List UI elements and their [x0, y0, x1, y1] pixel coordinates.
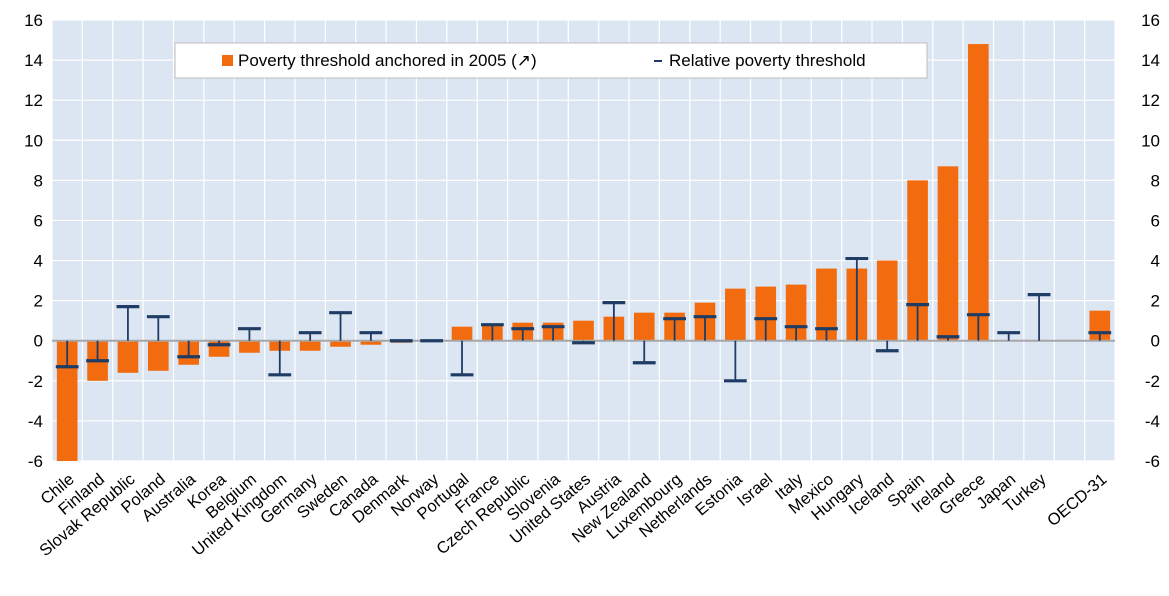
bar [876, 260, 898, 341]
y-tick-label: 6 [34, 211, 43, 230]
legend-label-relative: Relative poverty threshold [669, 51, 866, 70]
relative-threshold-marker [268, 340, 292, 377]
y-tick-label-right: 14 [1141, 51, 1160, 70]
category-label: OECD-31 [1044, 470, 1110, 530]
bar [968, 44, 989, 341]
y-axis-left: -6 -4 -2 0 2 4 6 8 10 12 14 16 [24, 11, 43, 471]
relative-threshold-marker [541, 325, 565, 341]
relative-threshold-marker [663, 317, 687, 341]
relative-threshold-marker [511, 327, 535, 341]
y-tick-label: 12 [24, 91, 43, 110]
relative-threshold-marker [55, 340, 79, 369]
y-tick-label-right: -4 [1145, 412, 1160, 431]
bar [725, 288, 746, 341]
y-tick-label: 2 [34, 292, 43, 311]
y-tick-label-right: -2 [1145, 372, 1160, 391]
legend-swatch-bar [222, 55, 233, 66]
bar [147, 340, 169, 371]
y-tick-label: 0 [34, 332, 43, 351]
relative-threshold-marker [966, 313, 990, 341]
relative-threshold-marker [298, 331, 322, 341]
bar [633, 312, 655, 341]
bar [360, 340, 382, 345]
bar [816, 268, 837, 341]
bar [299, 340, 321, 351]
relative-threshold-marker [815, 327, 838, 341]
y-tick-label-right: 16 [1141, 11, 1160, 30]
bar [755, 286, 777, 341]
bar [239, 340, 260, 353]
bar [573, 320, 594, 341]
relative-threshold-marker [1088, 331, 1112, 341]
relative-threshold-marker [784, 325, 808, 341]
bar [117, 340, 139, 373]
bar [451, 326, 473, 341]
bar [937, 166, 959, 341]
y-tick-label-right: -6 [1145, 452, 1160, 471]
relative-threshold-marker [875, 340, 899, 353]
relative-threshold-marker [329, 311, 352, 341]
y-axis-right: -6 -4 -2 0 2 4 6 8 10 12 14 16 [1141, 11, 1160, 471]
y-tick-label: 14 [24, 51, 43, 70]
y-tick-label: 4 [34, 252, 43, 271]
relative-threshold-marker [632, 340, 656, 365]
y-tick-label-right: 0 [1151, 332, 1160, 351]
y-tick-label: 10 [24, 131, 43, 150]
relative-threshold-marker [693, 315, 717, 341]
relative-threshold-marker [359, 331, 383, 341]
y-tick-label-right: 10 [1141, 131, 1160, 150]
y-tick-label-right: 6 [1151, 211, 1160, 230]
relative-threshold-marker [572, 340, 595, 345]
y-tick-label: 8 [34, 171, 43, 190]
bar [56, 340, 78, 461]
y-tick-label: -6 [28, 452, 43, 471]
legend: Poverty threshold anchored in 2005 (↗) R… [174, 42, 928, 79]
relative-threshold-marker [116, 305, 140, 341]
y-tick-label: 16 [24, 11, 43, 30]
y-tick-label-right: 4 [1151, 252, 1160, 271]
relative-threshold-marker [207, 340, 231, 347]
relative-threshold-marker [450, 340, 474, 377]
bar [907, 180, 928, 341]
bar [330, 340, 351, 347]
relative-threshold-marker [177, 340, 201, 359]
legend-label-anchored: Poverty threshold anchored in 2005 (↗) [238, 51, 537, 70]
relative-threshold-marker [936, 335, 960, 341]
relative-threshold-marker [906, 303, 929, 341]
legend-box [174, 42, 928, 79]
markers-series [55, 256, 1112, 383]
y-tick-label-right: 8 [1151, 171, 1160, 190]
relative-threshold-marker [723, 340, 747, 383]
category-label: Israel [734, 470, 776, 510]
relative-threshold-marker [602, 301, 626, 341]
relative-threshold-marker [86, 340, 109, 363]
y-tick-label-right: 12 [1141, 91, 1160, 110]
relative-threshold-marker [146, 315, 170, 341]
relative-threshold-marker [997, 331, 1021, 341]
relative-threshold-marker [754, 317, 778, 341]
relative-threshold-marker [480, 323, 504, 341]
relative-threshold-marker [238, 327, 261, 341]
relative-threshold-marker [1027, 293, 1051, 341]
y-tick-label-right: 2 [1151, 292, 1160, 311]
relative-threshold-marker [845, 256, 869, 341]
y-tick-label: -4 [28, 412, 43, 431]
y-tick-label: -2 [28, 372, 43, 391]
